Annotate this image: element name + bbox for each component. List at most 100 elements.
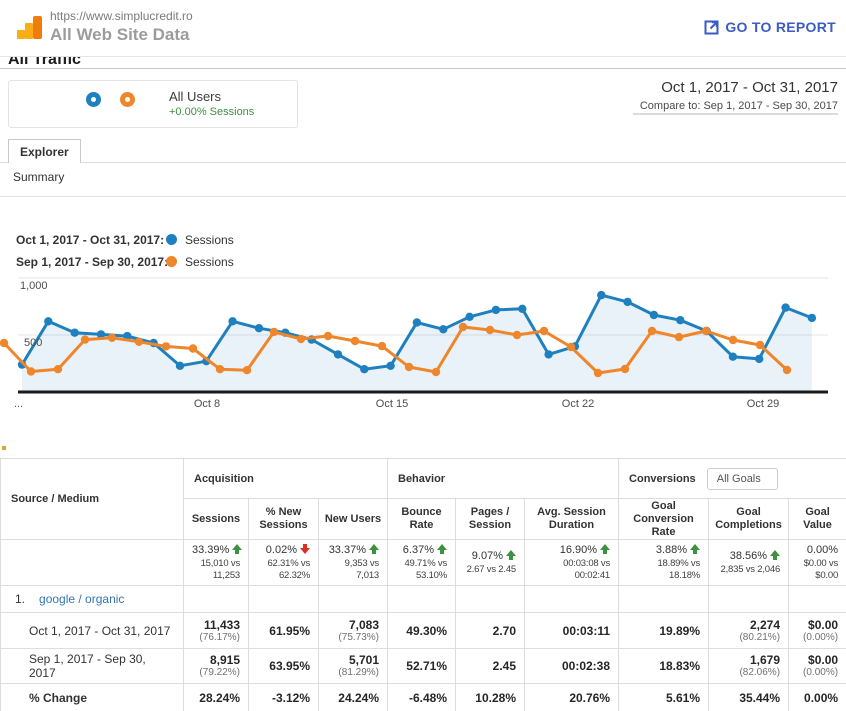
totals-bounce-rate: 6.37% 49.71% vs 53.10% (387, 539, 456, 586)
x-tick-ellipsis: ... (14, 398, 24, 410)
source-medium-link[interactable]: google / organic (39, 592, 125, 606)
cell: 19.89% (618, 612, 710, 649)
legend-series-name: Sessions (185, 233, 234, 247)
cell: 61.95% (248, 612, 319, 649)
topbar: https://www.simplucredit.ro All Web Site… (0, 0, 846, 57)
legend-series-name: Sessions (185, 255, 234, 269)
date-range-compare: Compare to: Sep 1, 2017 - Sep 30, 2017 (639, 100, 838, 112)
totals-pages-session: 9.07% 2.67 vs 2.45 (455, 539, 525, 586)
segment-delta: +0.00% Sessions (169, 106, 255, 118)
x-tick-oct29: Oct 29 (746, 398, 780, 410)
cell: 0.00% (788, 683, 846, 711)
divider (0, 68, 846, 69)
totals-goal-completions: 38.56% 2,835 vs 2,046 (708, 539, 790, 586)
cell: 2,274 (80.21%) (708, 612, 790, 649)
trend-arrow-icon (437, 543, 447, 554)
cell: 10.28% (455, 683, 525, 711)
cell: 18.83% (618, 648, 710, 684)
date-range-underline (633, 113, 838, 115)
date-range-primary: Oct 1, 2017 - Oct 31, 2017 (661, 79, 838, 96)
totals-goal-conversion-rate: 3.88% 18.89% vs 18.18% (618, 539, 710, 586)
go-to-report-label: GO TO REPORT (725, 19, 836, 35)
period-label: % Change (0, 683, 184, 711)
cell: -6.48% (387, 683, 456, 711)
row-index: 1. (15, 592, 26, 606)
cell: 1,679 (82.06%) (708, 648, 790, 684)
trend-arrow-icon (690, 543, 701, 554)
group-header-behavior: Behavior (386, 458, 620, 499)
group-header-conversions-label: Conversions (629, 472, 696, 485)
column-header-sessions: Sessions (183, 498, 249, 540)
column-header-goal-completions: Goal Completions (708, 498, 790, 540)
group-header-conversions: Conversions All Goals (618, 458, 846, 499)
column-header-pages-session: Pages / Session (455, 498, 525, 540)
column-header-new-sessions-pct: % New Sessions (248, 498, 319, 540)
goal-selector-dropdown[interactable]: All Goals (706, 467, 778, 490)
date-range: Oct 1, 2017 - Oct 31, 2017 Compare to: S… (640, 79, 838, 112)
cell: -3.12% (248, 683, 319, 711)
cell: 52.71% (387, 648, 456, 684)
column-header-goal-conversion-rate: Goal Conversion Rate (618, 498, 710, 540)
segment-donut-compare-icon (120, 92, 135, 107)
period-label: Oct 1, 2017 - Oct 31, 2017 (0, 612, 184, 649)
y-tick-1000: 1,000 (20, 280, 48, 292)
cell: 63.95% (248, 648, 319, 684)
segment-card-all-users[interactable]: All Users +0.00% Sessions (8, 80, 298, 128)
go-to-report-link[interactable]: GO TO REPORT (703, 18, 836, 36)
x-tick-oct15: Oct 15 (375, 398, 409, 410)
trend-arrow-icon (506, 549, 516, 560)
cell: 35.44% (708, 683, 790, 711)
table-row-period-oct: Oct 1, 2017 - Oct 31, 2017 11,433 (76.17%… (0, 612, 846, 649)
sessions-chart-svg (0, 277, 828, 394)
cell: 5.61% (618, 683, 710, 711)
column-header-bounce-rate: Bounce Rate (387, 498, 456, 540)
cell: $0.00 (0.00%) (788, 648, 846, 684)
cell: 7,083 (75.73%) (318, 612, 388, 649)
cell: 24.24% (318, 683, 388, 711)
trend-arrow-icon (770, 549, 781, 560)
column-header-goal-value: Goal Value (788, 498, 846, 540)
tab-row-line (0, 162, 846, 163)
totals-sessions: 33.39% 15,010 vs 11,253 (183, 539, 249, 586)
subtab-summary[interactable]: Summary (13, 170, 65, 184)
tab-explorer[interactable]: Explorer (8, 139, 81, 163)
cell: 2.70 (455, 612, 525, 649)
cell: 2.45 (455, 648, 525, 684)
table-row-period-sep: Sep 1, 2017 - Sep 30, 2017 8,915 (79.22%)… (0, 648, 846, 684)
cell: $0.00 (0.00%) (788, 612, 846, 649)
legend-date-label: Oct 1, 2017 - Oct 31, 2017: (16, 233, 165, 247)
totals-goal-value: 0.00% $0.00 vs $0.00 (788, 539, 846, 586)
cell: 20.76% (523, 683, 620, 711)
cell: 49.30% (387, 612, 456, 649)
x-tick-oct22: Oct 22 (561, 398, 595, 410)
table-row-percent-change: % Change 28.24% -3.12% 24.24% -6.48% 10.… (0, 683, 846, 711)
property-title: All Web Site Data (50, 25, 190, 44)
trend-arrow-icon (232, 543, 243, 554)
totals-avg-session-duration: 16.90% 00:03:08 vs 00:02:41 (523, 539, 620, 586)
property-url: https://www.simplucredit.ro (50, 9, 193, 23)
analytics-logo-icon (14, 13, 44, 43)
totals-row-dimension-cell (0, 539, 184, 586)
trend-arrow-icon (300, 543, 310, 554)
cell: 00:02:38 (523, 648, 620, 684)
external-link-icon (704, 20, 719, 35)
chart-series-layer (0, 290, 817, 392)
source-medium-cell: 1. google / organic (0, 585, 184, 613)
trend-arrow-icon (600, 543, 611, 554)
trend-arrow-icon (369, 543, 379, 554)
chart-x-axis (18, 390, 828, 394)
cell: 28.24% (183, 683, 249, 711)
column-header-avg-session-duration: Avg. Session Duration (523, 498, 620, 540)
notice-mark (2, 446, 6, 450)
totals-new-users: 33.37% 9,353 vs 7,013 (318, 539, 388, 586)
column-header-source-medium: Source / Medium (0, 458, 184, 540)
cell: 5,701 (81.29%) (318, 648, 388, 684)
source-medium-table: Source / Medium Acquisition Behavior Con… (0, 458, 846, 711)
column-header-new-users: New Users (318, 498, 388, 540)
totals-row: 33.39% 15,010 vs 11,253 0.02% 62.31% vs … (0, 539, 846, 586)
group-header-acquisition: Acquisition (183, 458, 388, 499)
segment-label: All Users (169, 89, 222, 104)
table-row-source: 1. google / organic (0, 585, 846, 613)
period-label: Sep 1, 2017 - Sep 30, 2017 (0, 648, 184, 684)
